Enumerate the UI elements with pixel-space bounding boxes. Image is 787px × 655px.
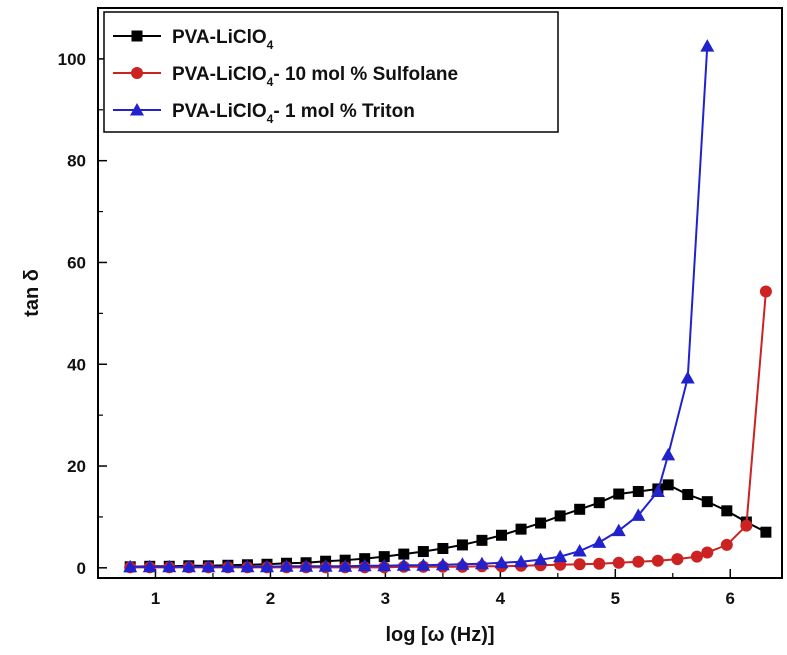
data-point bbox=[220, 559, 235, 573]
data-point bbox=[359, 553, 371, 565]
data-point bbox=[662, 479, 674, 491]
data-point bbox=[682, 489, 694, 501]
data-point bbox=[701, 496, 713, 508]
data-point bbox=[611, 523, 626, 537]
data-point bbox=[417, 546, 429, 558]
legend-item: PVA-LiClO4- 1 mol % Triton bbox=[113, 101, 415, 126]
y-tick-label: 100 bbox=[58, 50, 86, 69]
legend-label: PVA-LiClO4 bbox=[172, 27, 274, 52]
data-point bbox=[593, 557, 606, 570]
legend-label: PVA-LiClO4- 10 mol % Sulfolane bbox=[172, 64, 458, 89]
data-point bbox=[721, 505, 733, 517]
data-point bbox=[671, 553, 684, 566]
data-point bbox=[759, 285, 772, 298]
data-point bbox=[181, 559, 196, 573]
x-tick-label: 6 bbox=[726, 589, 735, 608]
y-axis-label: tan δ bbox=[21, 269, 43, 317]
data-point bbox=[142, 559, 157, 573]
x-axis-label: log [ω (Hz)] bbox=[385, 624, 494, 646]
data-point bbox=[554, 510, 566, 522]
legend-marker bbox=[131, 67, 143, 79]
x-tick-labels: 1 2 3 4 5 6 bbox=[151, 589, 735, 608]
data-point bbox=[680, 370, 695, 384]
series-triangle bbox=[123, 39, 715, 573]
data-point bbox=[123, 559, 138, 573]
x-tick-label: 3 bbox=[381, 589, 390, 608]
data-point bbox=[437, 542, 449, 554]
series-layer bbox=[123, 39, 772, 574]
data-point bbox=[574, 503, 586, 515]
data-point bbox=[377, 558, 392, 572]
data-point bbox=[476, 534, 488, 546]
y-tick-label: 40 bbox=[67, 355, 86, 374]
data-point bbox=[631, 508, 646, 521]
data-point bbox=[456, 539, 468, 551]
data-point bbox=[720, 538, 733, 551]
y-tick-label: 60 bbox=[67, 253, 86, 272]
data-point bbox=[661, 447, 676, 461]
data-point bbox=[378, 551, 390, 563]
legend-marker bbox=[130, 103, 144, 116]
data-point bbox=[357, 558, 372, 572]
data-point bbox=[573, 558, 586, 571]
data-point bbox=[514, 554, 529, 568]
data-point bbox=[632, 555, 645, 568]
legend-box bbox=[103, 11, 559, 133]
data-point bbox=[398, 548, 410, 560]
data-point bbox=[515, 523, 527, 535]
legend-item: PVA-LiClO4- 10 mol % Sulfolane bbox=[113, 64, 458, 89]
y-tick-label: 0 bbox=[77, 559, 86, 578]
data-point bbox=[455, 557, 470, 570]
data-point bbox=[690, 550, 703, 563]
data-point bbox=[496, 529, 508, 541]
data-point bbox=[612, 556, 625, 569]
data-point bbox=[701, 546, 714, 559]
legend-marker bbox=[131, 30, 143, 42]
data-point bbox=[613, 488, 625, 500]
y-tick-labels: 0 20 40 60 80 100 bbox=[58, 50, 86, 578]
data-point bbox=[494, 555, 509, 569]
data-point bbox=[650, 484, 665, 497]
data-point bbox=[592, 535, 607, 548]
data-point bbox=[535, 517, 547, 529]
x-tick-label: 1 bbox=[151, 589, 160, 608]
data-point bbox=[700, 39, 715, 52]
legend: PVA-LiClO4 PVA-LiClO4- 10 mol % Sulfolane… bbox=[103, 11, 559, 133]
data-point bbox=[279, 559, 294, 572]
data-point bbox=[162, 559, 177, 573]
data-point bbox=[201, 559, 216, 573]
y-tick-label: 20 bbox=[67, 457, 86, 476]
data-point bbox=[318, 559, 333, 572]
data-point bbox=[435, 557, 450, 571]
data-point bbox=[416, 558, 431, 571]
data-point bbox=[553, 549, 568, 563]
data-point bbox=[572, 544, 587, 557]
data-point bbox=[632, 485, 644, 497]
x-tick-label: 4 bbox=[496, 589, 506, 608]
data-point bbox=[740, 519, 753, 532]
data-point bbox=[259, 559, 274, 573]
data-point bbox=[533, 552, 548, 566]
data-point bbox=[299, 559, 314, 572]
legend-label: PVA-LiClO4- 1 mol % Triton bbox=[172, 101, 415, 126]
data-point bbox=[474, 556, 489, 570]
data-point bbox=[240, 559, 255, 573]
data-point bbox=[338, 559, 353, 572]
data-point bbox=[593, 497, 605, 509]
x-tick-label: 2 bbox=[266, 589, 275, 608]
legend-item: PVA-LiClO4 bbox=[113, 27, 274, 52]
y-tick-label: 80 bbox=[67, 152, 86, 171]
data-point bbox=[651, 554, 664, 567]
x-tick-label: 5 bbox=[611, 589, 620, 608]
data-point bbox=[396, 558, 411, 571]
data-point bbox=[760, 526, 772, 538]
